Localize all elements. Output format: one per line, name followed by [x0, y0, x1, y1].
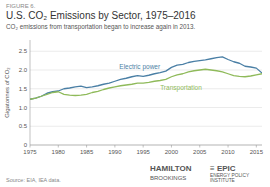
- grid-line: [30, 70, 262, 71]
- grid-line: [30, 107, 262, 108]
- x-tick: [143, 145, 144, 148]
- grid-line: [30, 51, 262, 52]
- y-tick-label: 0.5: [19, 123, 28, 129]
- grid-line: [30, 126, 262, 127]
- y-tick-label: 2.0: [19, 67, 28, 73]
- x-tick: [228, 145, 229, 148]
- logo-text-line: INSTITUTE: [210, 178, 235, 183]
- x-tick: [199, 145, 200, 148]
- grid-line: [30, 145, 262, 146]
- y-tick-label: 0: [24, 142, 28, 148]
- logo-text: ≡ EPIC: [210, 164, 236, 173]
- x-tick-label: 1995: [136, 149, 150, 155]
- title: U.S. CO₂ Emissions by Sector, 1975–2016: [6, 10, 196, 21]
- logo-text: BROOKINGS: [150, 175, 186, 181]
- x-tick-label: 2015: [250, 149, 264, 155]
- y-tick-label: 1.0: [19, 105, 28, 111]
- y-tick-label: 2.5: [19, 48, 28, 54]
- chart: FIGURE 6.U.S. CO₂ Emissions by Sector, 1…: [0, 0, 270, 187]
- subtitle: CO₂ emissions from transportation began …: [6, 23, 196, 31]
- x-axis-line: [30, 145, 262, 146]
- y-tick-label: 1.5: [19, 86, 28, 92]
- logo-text: ENERGY POLICYINSTITUTE: [210, 173, 250, 183]
- logo-text: HAMILTON: [150, 164, 192, 173]
- x-tick-label: 1990: [108, 149, 122, 155]
- x-tick: [114, 145, 115, 148]
- x-tick-label: 2000: [165, 149, 179, 155]
- series-label: Electric power: [119, 63, 161, 71]
- x-tick-label: 1980: [52, 149, 66, 155]
- x-tick-label: 1975: [23, 149, 37, 155]
- source: Source: EIA, IEA data.: [6, 177, 61, 183]
- y-axis-label: Gigatonnes of CO₂: [4, 67, 10, 118]
- x-tick: [58, 145, 59, 148]
- x-tick: [30, 145, 31, 148]
- series-label: Transportation: [160, 84, 202, 92]
- y-axis-line: [30, 40, 31, 145]
- series-line: [30, 57, 262, 99]
- kicker: FIGURE 6.: [6, 3, 36, 9]
- x-tick-label: 1985: [80, 149, 94, 155]
- x-tick-label: 2010: [221, 149, 235, 155]
- x-tick: [86, 145, 87, 148]
- x-tick: [171, 145, 172, 148]
- x-tick: [256, 145, 257, 148]
- series-line: [30, 69, 262, 99]
- plot-marks: [30, 57, 262, 99]
- x-tick-label: 2005: [193, 149, 207, 155]
